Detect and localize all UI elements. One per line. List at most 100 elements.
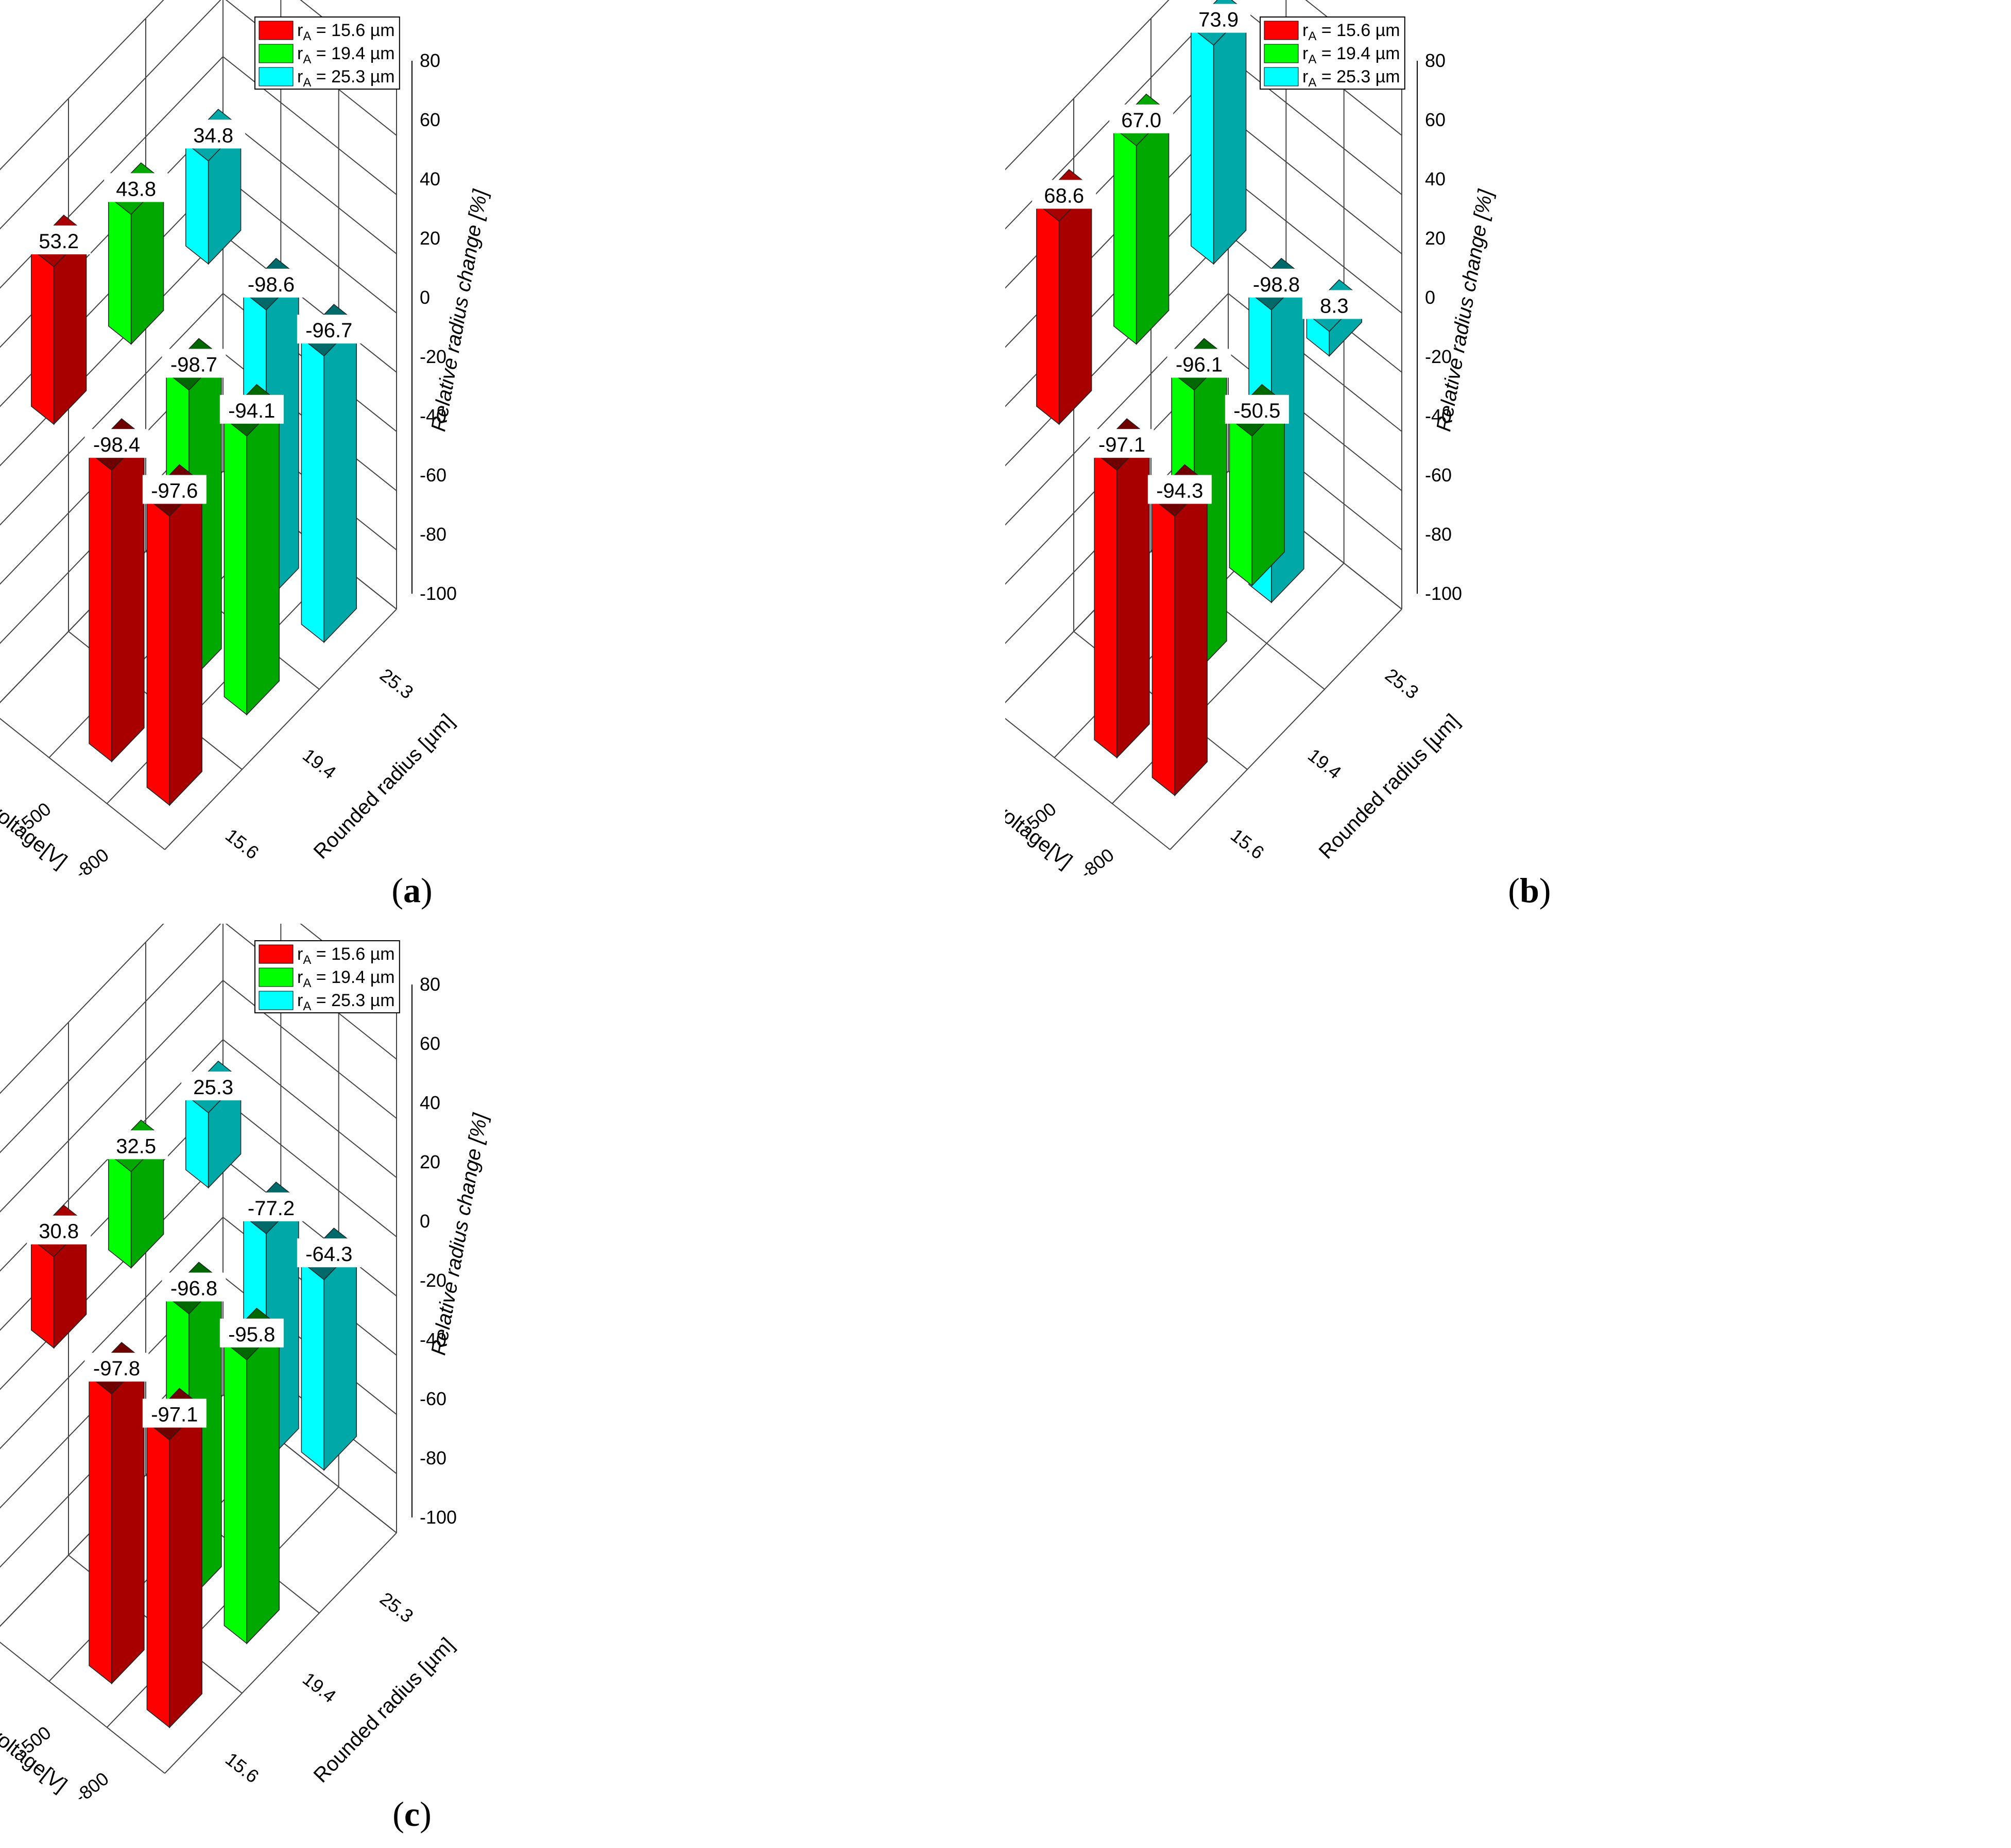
- bar-left-face: [185, 142, 209, 265]
- data-label: 34.8: [181, 119, 246, 149]
- z-tick-label: 0: [1425, 287, 1435, 308]
- data-label: 53.2: [27, 225, 91, 254]
- bar-left-face: [108, 1153, 132, 1269]
- legend-swatch: [1264, 21, 1299, 40]
- y-tick-label: 19.4: [1304, 744, 1345, 783]
- bar-right-face: [246, 401, 280, 716]
- data-label-text: -50.5: [1233, 400, 1280, 422]
- z-tick-label: 40: [1425, 168, 1446, 189]
- bar-right-face: [323, 1245, 357, 1471]
- bar: -50.5: [1225, 384, 1289, 587]
- bar-left-face: [301, 337, 324, 643]
- z-axis-label: Relative radius change [%]: [427, 187, 492, 433]
- y-axis-label: Rounded radius [µm]: [310, 1633, 459, 1787]
- bar-right-face: [1058, 186, 1092, 425]
- x-tick-label: -800: [1076, 844, 1118, 875]
- z-tick-label: -80: [420, 1447, 446, 1469]
- legend-swatch: [259, 67, 294, 87]
- z-tick-label: -100: [420, 583, 457, 604]
- data-label: 73.9: [1187, 4, 1251, 33]
- x-tick-label: -800: [71, 1768, 113, 1799]
- bar: 43.8: [104, 162, 168, 346]
- bar-right-face: [111, 1359, 145, 1685]
- data-label: -96.1: [1167, 349, 1231, 378]
- legend-label: rA = 19.4 µm: [297, 968, 395, 990]
- bar-right-face: [169, 481, 202, 806]
- data-label: -98.8: [1244, 268, 1309, 298]
- data-label-bg: [84, 1353, 149, 1382]
- bar: -98.4: [84, 418, 149, 763]
- data-label-text: -96.1: [1176, 354, 1223, 376]
- bar-left-face: [1191, 26, 1214, 265]
- bar-left-face: [89, 1375, 112, 1685]
- data-label-bg: [1032, 180, 1096, 209]
- grid-line: [1170, 609, 1402, 850]
- x-tick-label: -800: [71, 844, 113, 875]
- data-label-bg: [104, 173, 168, 202]
- chart-c-svg: 25.3 32.5 30.8 -77.2 -96.8 -97.8 -64.3 -95.8 -97…: [0, 924, 492, 1799]
- chart-panel-a: 34.8 43.8 53.2 -98.6 -98.7 -98.4 -96.7 -94.1 -97…: [0, 0, 1005, 924]
- y-axis-label: Rounded radius [µm]: [310, 710, 459, 863]
- data-label-bg: [239, 268, 303, 298]
- grid-line: [0, 718, 165, 850]
- y-tick-label: 19.4: [299, 1668, 340, 1706]
- grid-line: [164, 1532, 397, 1774]
- data-label-bg: [142, 1398, 207, 1428]
- legend-swatch: [259, 44, 294, 63]
- z-tick-label: -80: [420, 524, 446, 545]
- data-label-text: 30.8: [39, 1220, 79, 1243]
- grid-line: [106, 1486, 339, 1728]
- legend-label: rA = 19.4 µm: [297, 44, 395, 66]
- data-label-bg: [297, 315, 361, 344]
- z-tick-label: -60: [1425, 464, 1452, 486]
- chart-b-svg: 73.9 67.0 68.6 -98.8 -96.1 -97.1 8.3 -50.5 -94.3…: [1005, 0, 1497, 875]
- data-label-text: -98.6: [248, 273, 295, 296]
- data-label-text: -98.7: [170, 354, 217, 376]
- bar-right-face: [1174, 481, 1208, 797]
- y-axis: 15.6 19.4 25.3 Rounded radius [µm]: [1227, 664, 1464, 863]
- bar: 32.5: [104, 1119, 168, 1269]
- data-label: 67.0: [1109, 104, 1174, 133]
- chart-panel-c: 25.3 32.5 30.8 -77.2 -96.8 -97.8 -64.3 -95.8 -97…: [0, 924, 1005, 1847]
- bar: -95.8: [219, 1307, 284, 1645]
- data-label: 43.8: [104, 173, 168, 202]
- bar: -97.1: [1090, 418, 1154, 759]
- data-label: -97.1: [142, 1398, 207, 1428]
- z-tick-label: -80: [1425, 524, 1452, 545]
- data-label-bg: [142, 475, 207, 504]
- data-label-text: 73.9: [1198, 9, 1239, 31]
- data-label-bg: [1187, 4, 1251, 33]
- bar-right-face: [1116, 436, 1150, 759]
- grid-line: [164, 609, 397, 850]
- z-tick-label: -100: [1425, 583, 1462, 604]
- data-label: -94.3: [1147, 475, 1212, 504]
- data-label-bg: [239, 1192, 303, 1221]
- data-label-bg: [297, 1238, 361, 1268]
- data-label: -64.3: [297, 1238, 361, 1268]
- bar: 68.6: [1032, 169, 1096, 425]
- bar-right-face: [1136, 111, 1170, 346]
- bar-left-face: [1036, 202, 1060, 425]
- data-label-text: -95.8: [228, 1323, 275, 1346]
- data-label-text: -97.1: [1098, 434, 1145, 456]
- z-tick-label: -40: [420, 1329, 446, 1350]
- y-tick-label: 25.3: [376, 664, 417, 703]
- z-tick-label: 20: [420, 228, 440, 249]
- data-label-text: 68.6: [1044, 184, 1084, 207]
- z-tick-label: 40: [420, 168, 440, 189]
- legend-swatch: [259, 944, 294, 964]
- bar: -97.6: [142, 464, 207, 806]
- grid-line: [1005, 718, 1171, 850]
- data-label-text: -96.8: [170, 1277, 217, 1300]
- data-label: -96.8: [162, 1272, 226, 1302]
- bar: -94.1: [219, 384, 284, 716]
- legend-swatch: [259, 968, 294, 987]
- z-tick-label: 80: [420, 50, 440, 71]
- panel-label-c: (c): [392, 1794, 432, 1834]
- legend-label: rA = 25.3 µm: [1302, 67, 1400, 90]
- z-axis: 80 60 40 20 0 -20 -40 -60 -80 -100 Relative radius…: [1417, 50, 1497, 604]
- bar-left-face: [1094, 451, 1118, 759]
- bar: 30.8: [27, 1204, 91, 1349]
